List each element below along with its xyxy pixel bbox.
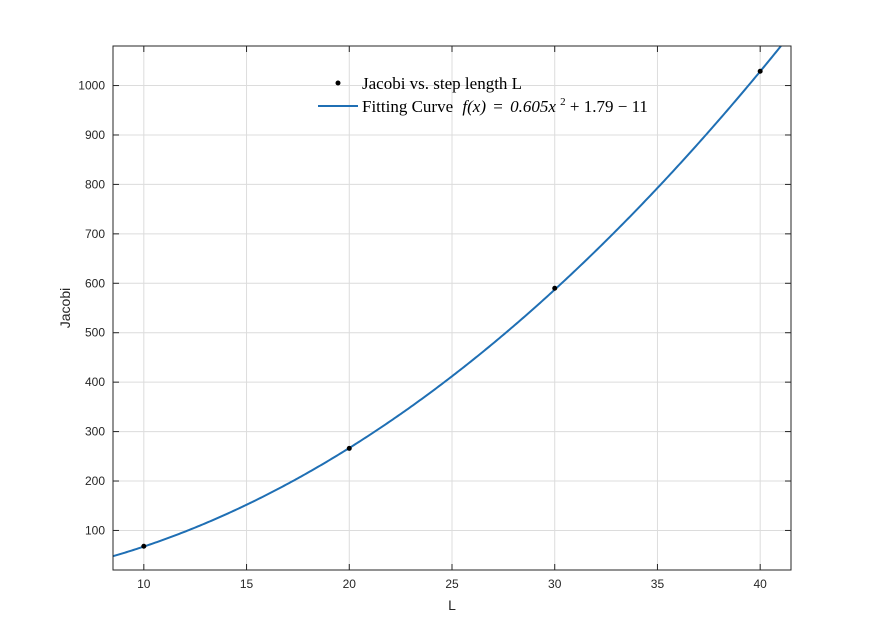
legend-equation-exponent: 2 [560, 96, 566, 108]
legend-marker-scatter [335, 80, 341, 86]
legend-label-line-name: Fitting Curve [362, 97, 453, 116]
scatter-points [141, 68, 763, 549]
x-axis-label: L [448, 597, 456, 613]
y-tick-label: 700 [85, 227, 105, 241]
y-tick-label: 800 [85, 177, 105, 191]
scatter-point [552, 285, 558, 291]
legend-equation-tail: + 1.79 − 11 [570, 97, 648, 116]
x-tick-label: 30 [548, 577, 562, 591]
y-tick-label: 200 [85, 474, 105, 488]
fitting-curve-line [112, 45, 782, 558]
x-tick-label: 35 [651, 577, 665, 591]
scatter-point [346, 445, 352, 451]
x-tick-label: 40 [754, 577, 768, 591]
scatter-point [141, 543, 147, 549]
y-axis-label: Jacobi [57, 288, 73, 328]
x-tick-labels: 10 15 20 25 30 35 40 [137, 577, 767, 591]
y-tick-label: 100 [85, 523, 105, 537]
legend-equation-prefix: f(x) [462, 97, 486, 116]
x-tick-label: 10 [137, 577, 151, 591]
y-tick-label: 500 [85, 326, 105, 340]
legend-equation-equals: = [493, 97, 503, 116]
legend-label-scatter: Jacobi vs. step length L [362, 74, 522, 93]
grid [113, 46, 791, 570]
fitting-curve-layer [112, 45, 782, 558]
x-tick-label: 25 [445, 577, 459, 591]
y-tick-label: 1000 [78, 79, 105, 93]
legend-label-line: Fitting Curve f(x) = 0.605x 2 + 1.79 − 1… [362, 90, 648, 116]
y-tick-label: 600 [85, 276, 105, 290]
y-tick-label: 300 [85, 425, 105, 439]
x-tick-label: 20 [343, 577, 357, 591]
x-tick-label: 15 [240, 577, 254, 591]
legend-equation-body: 0.605x [510, 97, 556, 116]
axis-ticks [113, 46, 791, 570]
y-tick-labels: 100 200 300 400 500 600 700 800 900 1000 [78, 79, 105, 538]
legend: Jacobi vs. step length L Fitting Curve f… [318, 74, 648, 116]
y-tick-label: 400 [85, 375, 105, 389]
y-tick-label: 900 [85, 128, 105, 142]
scatter-point [757, 68, 763, 74]
